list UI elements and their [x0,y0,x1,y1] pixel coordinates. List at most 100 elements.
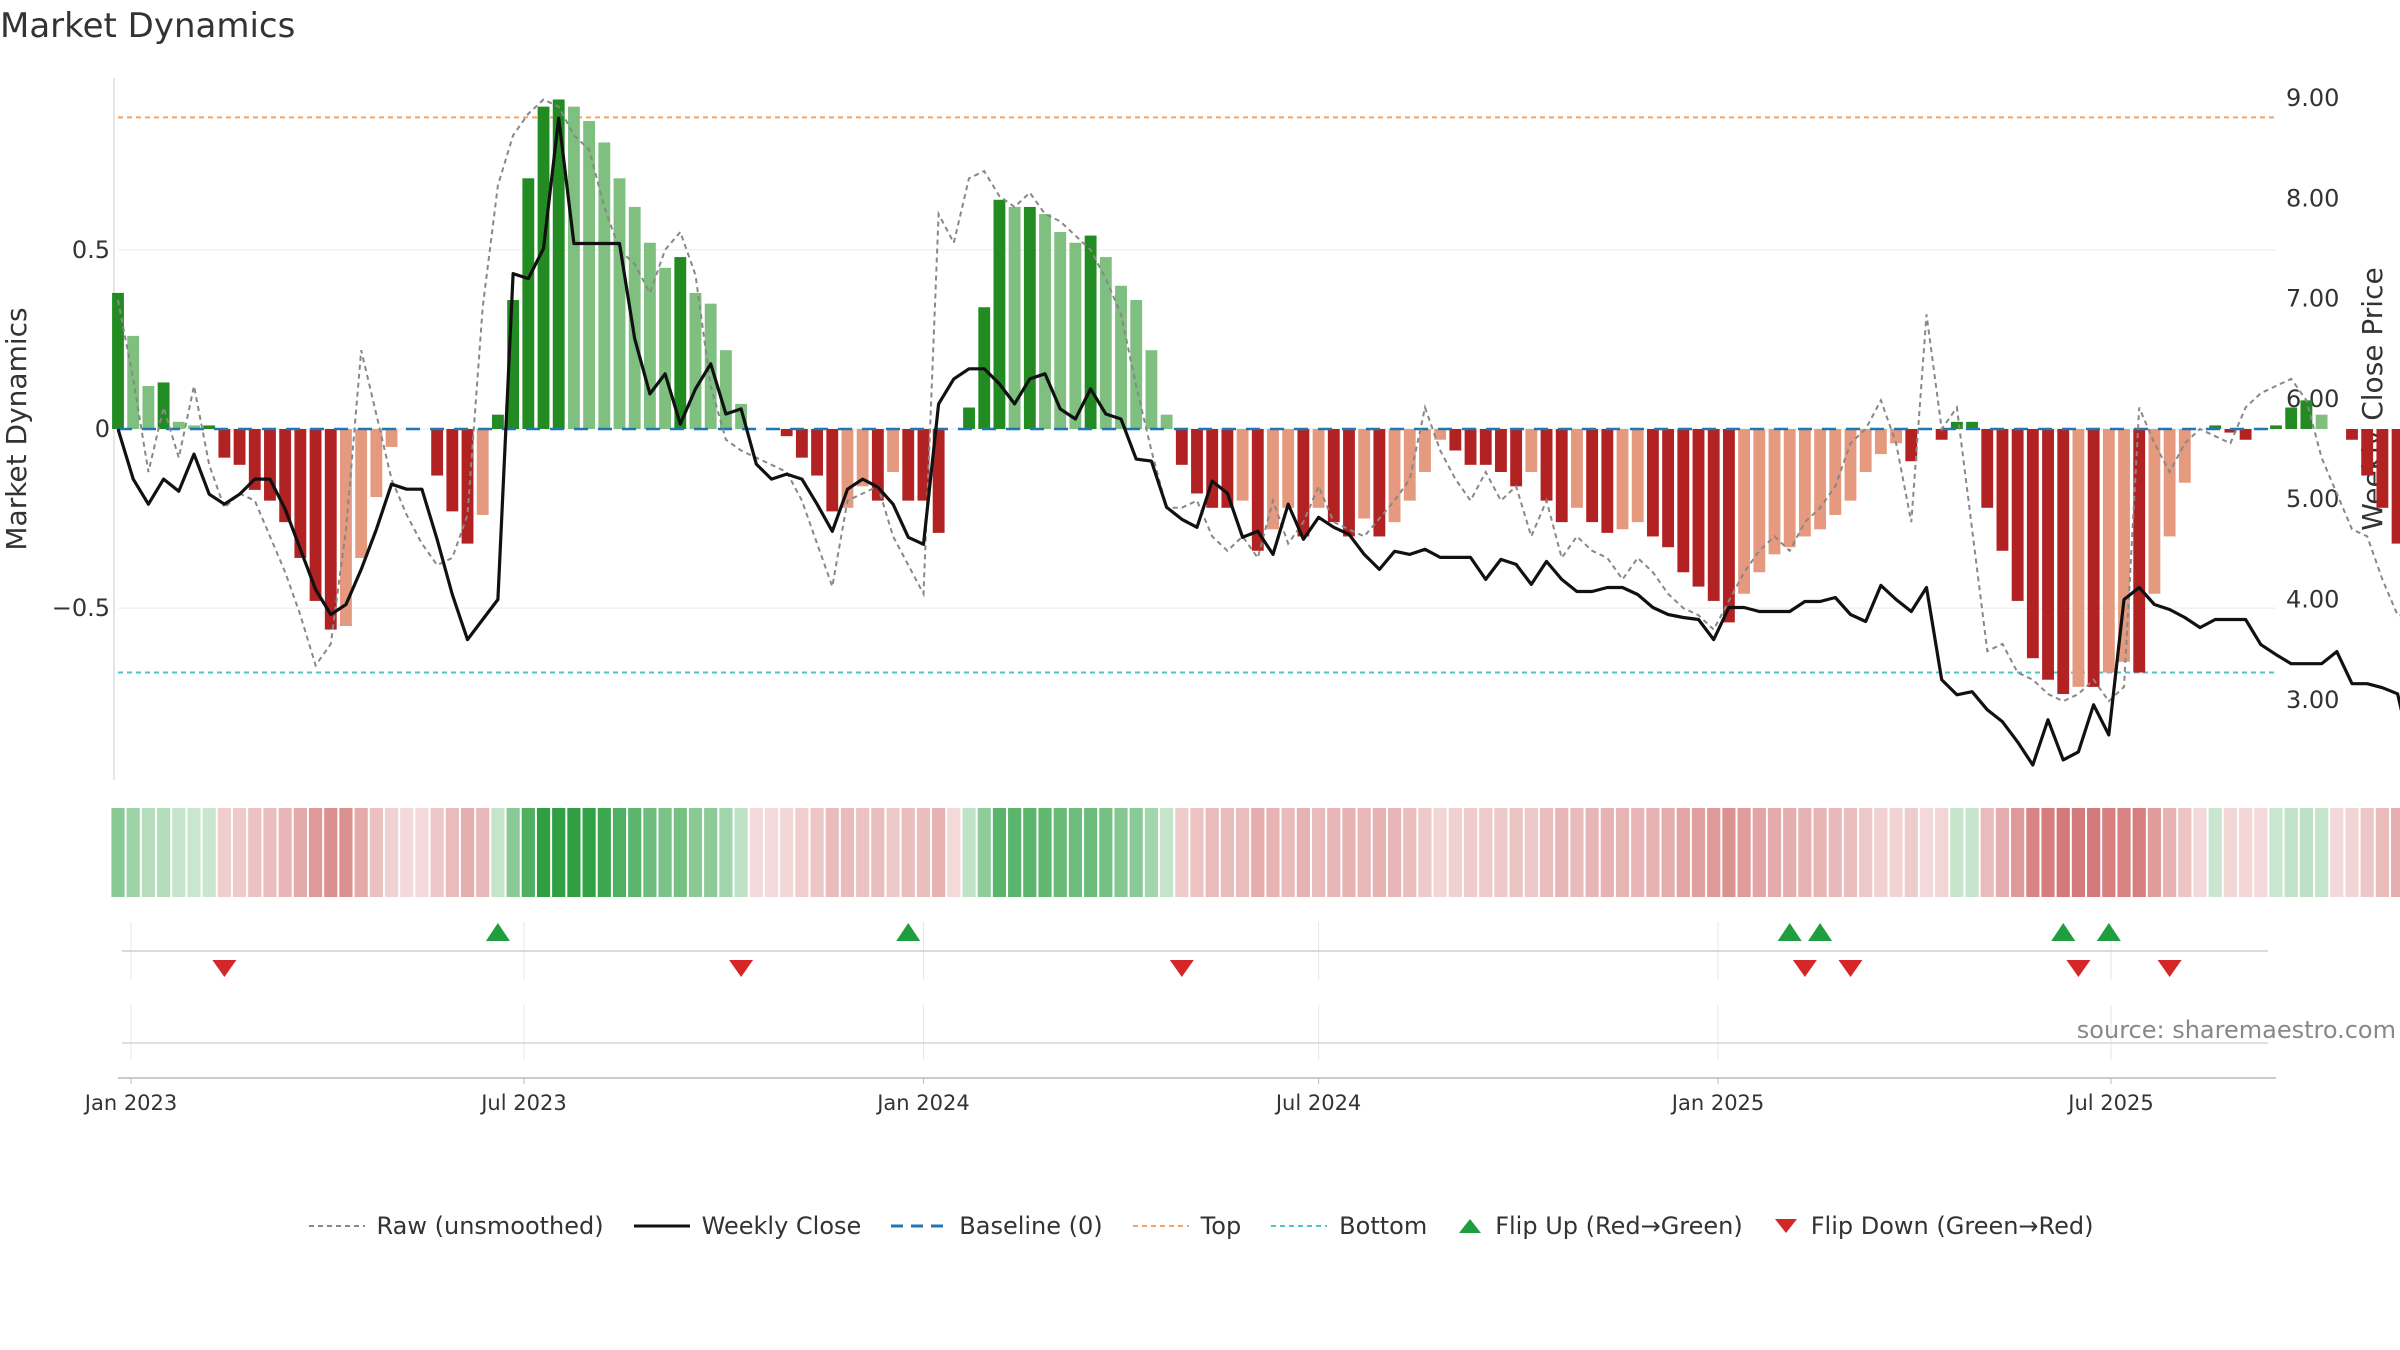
momentum-bar [1525,429,1538,472]
momentum-bar [324,429,337,630]
momentum-bar [735,403,748,429]
momentum-bar [719,350,732,429]
momentum-bar [1236,429,1249,501]
heat-strip-cell [2087,808,2101,897]
momentum-bar [1950,421,1963,429]
heat-strip-cell [597,808,611,897]
chart-title: Market Dynamics [0,6,296,46]
momentum-bar [1722,429,1735,623]
heat-strip-cell [2178,808,2192,897]
momentum-bar [188,425,200,429]
heat-strip-cell [2193,808,2207,897]
momentum-bar [2118,429,2130,662]
momentum-bar [507,300,520,429]
flip-up-marker [2096,923,2121,941]
heat-strip-cell [795,808,809,897]
heat-strip-cell [2011,808,2025,897]
heat-strip-cell [1114,808,1128,897]
momentum-bar [1297,429,1310,537]
heat-strip-cell [430,808,444,897]
momentum-bar [1814,429,1827,530]
heat-strip-cell [886,808,900,897]
triangle-up-icon [1459,1219,1482,1233]
heat-strip-cell [232,808,247,897]
flip-up-marker [1808,923,1833,941]
momentum-bar [2300,400,2313,429]
heat-strip-cell [1707,808,1721,897]
heat-strip-cell [2314,808,2329,897]
momentum-bar [917,429,930,501]
legend-label-raw: Raw (unsmoothed) [376,1212,604,1240]
heat-strip-cell [1874,808,1888,897]
momentum-bar [1753,429,1766,573]
momentum-bar [2285,407,2298,429]
heat-strip-cell [1646,808,1660,897]
momentum-bar [780,429,793,437]
heat-strip-cell [2117,808,2131,897]
heat-strip-cell [1160,808,1174,897]
heat-strip-cell [1099,808,1113,897]
heat-strip-cell [1038,808,1052,897]
momentum-bar [2026,429,2039,659]
heat-strip-cell [1311,808,1326,897]
heat-strip-cell [1403,808,1417,897]
momentum-bar [2057,429,2070,695]
heat-strip-cell [172,808,186,897]
legend-item-baseline: Baseline (0) [889,1212,1103,1240]
heat-strip-cell [2269,808,2283,897]
y2-tick-label: 7.00 [2286,285,2339,313]
heat-strip-cell [1084,808,1098,897]
heat-strip-cell [582,808,596,897]
heat-strip-cell [2375,808,2389,897]
momentum-bar [142,386,155,429]
heat-strip-cell [202,808,216,897]
heat-strip-cell [810,808,824,897]
y2-tick-label: 8.00 [2286,184,2339,212]
heat-strip-cell [1813,808,1827,897]
baseline-line-icon [891,1224,948,1228]
momentum-bar [294,429,307,558]
heat-strip-cell [1251,808,1265,897]
momentum-bar [826,429,839,512]
heat-strip-cell [1950,808,1964,897]
heat-strip-cell [263,808,277,897]
heat-strip-cell [1235,808,1250,897]
heat-strip-cell [1220,808,1234,897]
momentum-bar [1069,242,1082,429]
heat-strip-cell [658,808,672,897]
heat-strip-cell [369,808,383,897]
heat-strip-cell [1965,808,1979,897]
momentum-bar [1373,429,1386,537]
momentum-bar [2072,429,2085,687]
momentum-bar [172,421,185,429]
raw-line [117,98,2400,703]
momentum-bar [2270,425,2282,429]
legend-item-flip-down: Flip Down (Green→Red) [1771,1212,2094,1240]
y2-tick-label: 4.00 [2286,585,2339,613]
heat-strip-cell [673,808,687,897]
momentum-bar [2224,429,2237,433]
momentum-bar [203,425,216,429]
source-caption: source: sharemaestro.com [2076,1016,2396,1044]
momentum-bar [1783,429,1796,548]
close-line [116,116,2400,767]
momentum-bar [2361,429,2374,476]
heat-strip-cell [932,808,946,897]
legend-item-flip-up: Flip Up (Red→Green) [1455,1212,1743,1240]
heat-strip-cell [1023,808,1037,897]
momentum-bar [1039,214,1051,429]
heat-strip-cell [141,808,155,897]
momentum-bar [264,429,276,501]
heat-strip-cell [552,808,566,897]
heat-strip-cell [1904,808,1918,897]
momentum-bar [1312,429,1325,508]
heat-strip-cell [688,808,703,897]
heat-strip-cell [612,808,627,897]
heat-strip-cell [2254,808,2268,897]
heat-strip-cell [1539,808,1554,897]
bottom-line-icon [1271,1225,1328,1227]
heat-strip-cell [1190,808,1204,897]
momentum-bar [993,199,1006,429]
heat-strip-cell [2102,808,2116,897]
